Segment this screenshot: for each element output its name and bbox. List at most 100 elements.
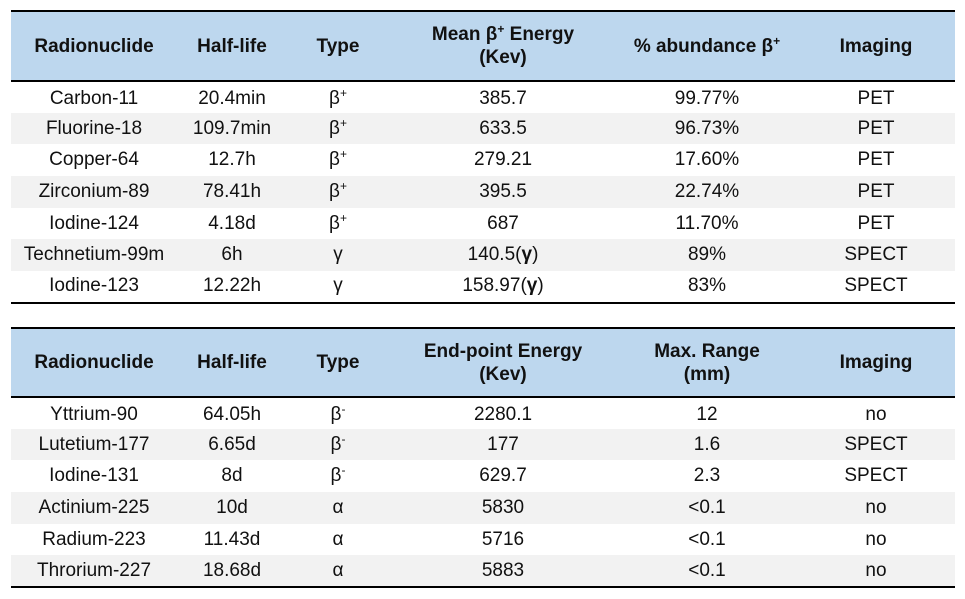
table-row: Copper-64 12.7h β+ 279.21 17.60% PET	[11, 144, 955, 176]
cell-endpoint-energy: 2280.1	[473, 403, 533, 425]
cell-abundance: 89%	[617, 239, 797, 272]
cell-type: β+	[287, 81, 389, 113]
table-row: Carbon-11 20.4min β+ 385.7 99.77% PET	[11, 81, 955, 113]
cell-half-life: 20.4min	[198, 87, 266, 109]
cell-type: β-	[287, 428, 389, 461]
energy-value: 687	[487, 212, 519, 234]
cell-radionuclide: Iodine-131	[49, 465, 139, 487]
table-header-row: Radionuclide Half-life Type End-point En…	[11, 328, 955, 397]
cell-abundance: 11.70%	[675, 212, 739, 234]
header-abundance-sup: +	[773, 33, 781, 48]
cell-imaging: no	[865, 403, 887, 425]
type-symbol: β	[330, 403, 342, 425]
energy-value: 158.97	[462, 275, 521, 297]
type-symbol: β	[329, 87, 340, 109]
table-row: Lutetium-177 6.65d β- 177 1.6 SPECT	[11, 428, 955, 461]
cell-type: α	[287, 555, 389, 588]
cell-radionuclide: Lutetium-177	[11, 428, 177, 461]
cell-endpoint-energy: 629.7	[479, 465, 527, 487]
cell-imaging: SPECT	[797, 239, 955, 272]
header-mean-energy-unit: (Kev)	[479, 47, 527, 68]
header-radionuclide: Radionuclide	[11, 11, 177, 81]
cell-half-life: 10d	[177, 492, 287, 524]
type-symbol: β	[329, 149, 340, 171]
cell-mean-energy: 140.5(γ)	[389, 239, 617, 272]
header-endpoint-energy-label: End-point Energy	[423, 340, 583, 362]
header-radionuclide: Radionuclide	[11, 328, 177, 397]
cell-abundance: 96.73%	[617, 112, 797, 145]
cell-half-life: 18.68d	[177, 555, 287, 588]
cell-half-life: 4.18d	[208, 212, 256, 234]
header-endpoint-energy-unit: (Kev)	[479, 363, 527, 385]
header-endpoint-energy: End-point Energy (Kev)	[389, 328, 617, 397]
table-header-row: Radionuclide Half-life Type Mean β+ Ener…	[11, 11, 955, 81]
cell-half-life: 109.7min	[177, 112, 287, 145]
cell-half-life: 8d	[221, 465, 243, 487]
cell-mean-energy: 395.5	[389, 176, 617, 208]
cell-type: α	[287, 492, 389, 524]
cell-imaging: SPECT	[797, 428, 955, 461]
header-mean-energy-label: Mean β	[431, 24, 498, 45]
type-charge: +	[339, 115, 347, 130]
table-row: Iodine-131 8d β- 629.7 2.3 SPECT	[11, 460, 955, 492]
cell-imaging: PET	[857, 212, 895, 234]
cell-half-life: 11.43d	[203, 528, 261, 550]
cell-radionuclide: Iodine-124	[49, 212, 139, 234]
cell-abundance: 17.60%	[674, 149, 740, 171]
type-symbol: γ	[333, 244, 343, 266]
therapy-radionuclide-table: Radionuclide Half-life Type End-point En…	[11, 327, 955, 588]
header-max-range-unit: (mm)	[683, 363, 731, 385]
cell-endpoint-energy: 177	[389, 428, 617, 461]
cell-radionuclide: Iodine-123	[49, 275, 139, 297]
cell-imaging: no	[797, 492, 955, 524]
cell-half-life: 78.41h	[177, 176, 287, 208]
header-abundance-label: % abundance β	[633, 35, 774, 57]
type-charge: +	[339, 178, 347, 193]
cell-mean-energy: 687	[389, 208, 617, 240]
cell-max-range: 1.6	[617, 428, 797, 461]
table-row: Zirconium-89 78.41h β+ 395.5 22.74% PET	[11, 176, 955, 208]
header-type: Type	[287, 328, 389, 397]
cell-imaging: no	[797, 555, 955, 588]
cell-radionuclide: Radium-223	[42, 528, 146, 550]
type-symbol: β	[329, 180, 340, 202]
cell-type: β+	[287, 176, 389, 208]
cell-max-range: <0.1	[617, 555, 797, 588]
table-row: Yttrium-90 64.05h β- 2280.1 12 no	[11, 397, 955, 429]
cell-endpoint-energy: 5830	[389, 492, 617, 524]
header-abundance: % abundance β+	[617, 11, 797, 81]
cell-endpoint-energy: 5716	[481, 528, 525, 550]
table-row: Iodine-124 4.18d β+ 687 11.70% PET	[11, 208, 955, 240]
cell-imaging: SPECT	[844, 465, 908, 487]
pet-radionuclide-table: Radionuclide Half-life Type Mean β+ Ener…	[11, 10, 955, 304]
cell-abundance: 83%	[687, 275, 727, 297]
energy-emission-type: γ	[526, 275, 538, 297]
cell-imaging: no	[865, 528, 887, 550]
header-mean-energy-suffix: Energy	[504, 24, 575, 45]
type-symbol: β	[330, 433, 342, 455]
cell-type: β+	[287, 112, 389, 145]
cell-mean-energy: 633.5	[389, 112, 617, 145]
cell-max-range: 2.3	[693, 465, 721, 487]
header-max-range-label: Max. Range	[654, 340, 760, 362]
type-symbol: β	[329, 117, 340, 139]
energy-value: 140.5	[467, 244, 516, 266]
cell-type: γ	[287, 271, 389, 303]
cell-imaging: SPECT	[844, 275, 908, 297]
cell-half-life: 12.22h	[202, 275, 262, 297]
table-row: Fluorine-18 109.7min β+ 633.5 96.73% PET	[11, 112, 955, 145]
cell-max-range: <0.1	[688, 528, 726, 550]
energy-value: 279.21	[473, 149, 533, 171]
type-symbol: β	[329, 212, 340, 234]
header-imaging: Imaging	[797, 11, 955, 81]
cell-abundance: 22.74%	[617, 176, 797, 208]
cell-abundance: 99.77%	[674, 87, 740, 109]
table-row: Throrium-227 18.68d α 5883 <0.1 no	[11, 555, 955, 588]
type-charge: +	[339, 210, 347, 225]
cell-max-range: 12	[696, 403, 718, 425]
cell-radionuclide: Yttrium-90	[50, 403, 138, 425]
type-symbol: α	[332, 559, 344, 581]
type-charge: -	[341, 463, 346, 478]
energy-emission-type: γ	[521, 244, 533, 266]
type-symbol: γ	[333, 275, 343, 297]
